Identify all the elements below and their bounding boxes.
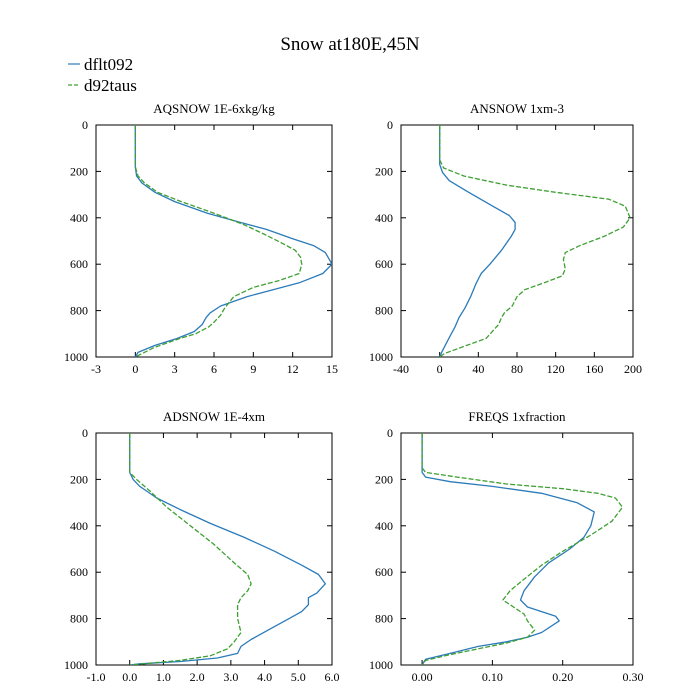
series-line-d92taus-adsnow (129, 433, 252, 665)
series-line-dflt092-freqs (421, 433, 595, 665)
x-tick-label-aqsnow: 9 (250, 362, 256, 376)
x-tick-label-freqs: 0.30 (623, 670, 644, 684)
y-tick-label-freqs: 1000 (369, 658, 393, 672)
panel-title-aqsnow: AQSNOW 1E-6xkg/kg (153, 101, 275, 116)
panel-title-ansnow: ANSNOW 1xm-3 (470, 101, 564, 116)
y-tick-label-adsnow: 200 (70, 472, 88, 486)
panel-freqs: FREQS 1xfraction 0 200 400 600 800 1000 0.00 0.1… (369, 409, 644, 684)
panel-title-adsnow: ADSNOW 1E-4xm (163, 409, 265, 424)
series-line-dflt092-aqsnow (134, 125, 332, 357)
y-tick-label-freqs: 600 (375, 565, 393, 579)
legend: dflt092 d92taus (68, 55, 137, 95)
y-tick-label-ansnow: 0 (387, 118, 393, 132)
y-tick-label-aqsnow: 800 (70, 304, 88, 318)
y-tick-label-freqs: 400 (375, 519, 393, 533)
x-tick-label-aqsnow: -3 (91, 362, 101, 376)
y-tick-label-aqsnow: 400 (70, 211, 88, 225)
plot-frame-ansnow (400, 124, 634, 358)
x-tick-label-freqs: 0.20 (552, 670, 573, 684)
panel-title-freqs: FREQS 1xfraction (468, 409, 566, 424)
y-tick-label-freqs: 200 (375, 472, 393, 486)
y-tick-label-adsnow: 600 (70, 565, 88, 579)
y-tick-label-freqs: 0 (387, 426, 393, 440)
y-tick-label-ansnow: 800 (375, 304, 393, 318)
x-tick-label-adsnow: 0.0 (122, 670, 137, 684)
x-tick-label-freqs: 0.00 (412, 670, 433, 684)
y-tick-label-aqsnow: 1000 (64, 350, 88, 364)
x-tick-label-ansnow: 120 (547, 362, 565, 376)
y-tick-label-aqsnow: 600 (70, 257, 88, 271)
series-line-dflt092-adsnow (129, 433, 326, 665)
panel-ansnow: ANSNOW 1xm-3 0 200 400 600 800 1000-40 0 40 80 120… (369, 101, 642, 376)
y-tick-label-adsnow: 1000 (64, 658, 88, 672)
x-tick-label-adsnow: 1.0 (156, 670, 171, 684)
x-tick-label-ansnow: 0 (437, 362, 443, 376)
legend-label-dflt092: dflt092 (84, 55, 133, 74)
y-tick-label-freqs: 800 (375, 612, 393, 626)
plot-frame-freqs (400, 432, 634, 666)
x-tick-label-adsnow: 5.0 (291, 670, 306, 684)
y-tick-label-aqsnow: 0 (82, 118, 88, 132)
y-tick-label-ansnow: 600 (375, 257, 393, 271)
x-tick-label-ansnow: 160 (585, 362, 603, 376)
x-tick-label-adsnow: 4.0 (257, 670, 272, 684)
x-tick-label-ansnow: -40 (393, 362, 409, 376)
x-tick-label-aqsnow: 6 (211, 362, 217, 376)
series-line-dflt092-ansnow (439, 125, 516, 357)
y-tick-label-adsnow: 800 (70, 612, 88, 626)
x-tick-label-freqs: 0.10 (482, 670, 503, 684)
y-tick-label-ansnow: 200 (375, 164, 393, 178)
figure-title: Snow at180E,45N (280, 34, 420, 55)
plot-frame-adsnow (95, 432, 333, 666)
x-tick-label-adsnow: -1.0 (87, 670, 106, 684)
x-tick-label-aqsnow: 15 (326, 362, 338, 376)
x-tick-label-aqsnow: 0 (132, 362, 138, 376)
y-tick-label-adsnow: 0 (82, 426, 88, 440)
y-tick-label-ansnow: 1000 (369, 350, 393, 364)
x-tick-label-aqsnow: 12 (287, 362, 299, 376)
y-tick-label-aqsnow: 200 (70, 164, 88, 178)
x-tick-label-ansnow: 40 (472, 362, 484, 376)
panel-adsnow: ADSNOW 1E-4xm 0 200 400 600 800 1000-1.0 0.0 1.0… (64, 409, 340, 684)
y-tick-label-ansnow: 400 (375, 211, 393, 225)
panel-aqsnow: AQSNOW 1E-6xkg/kg 0 200 400 600 800 1000-3 0 3 6 9… (64, 101, 338, 376)
x-tick-label-aqsnow: 3 (172, 362, 178, 376)
x-tick-label-adsnow: 3.0 (223, 670, 238, 684)
series-line-d92taus-ansnow (439, 125, 631, 357)
x-tick-label-ansnow: 80 (511, 362, 523, 376)
y-tick-label-adsnow: 400 (70, 519, 88, 533)
x-tick-label-adsnow: 2.0 (190, 670, 205, 684)
x-tick-label-ansnow: 200 (624, 362, 642, 376)
series-line-d92taus-aqsnow (134, 125, 303, 357)
x-tick-label-adsnow: 6.0 (325, 670, 340, 684)
series-line-d92taus-freqs (421, 433, 624, 665)
legend-label-d92taus: d92taus (84, 76, 137, 95)
